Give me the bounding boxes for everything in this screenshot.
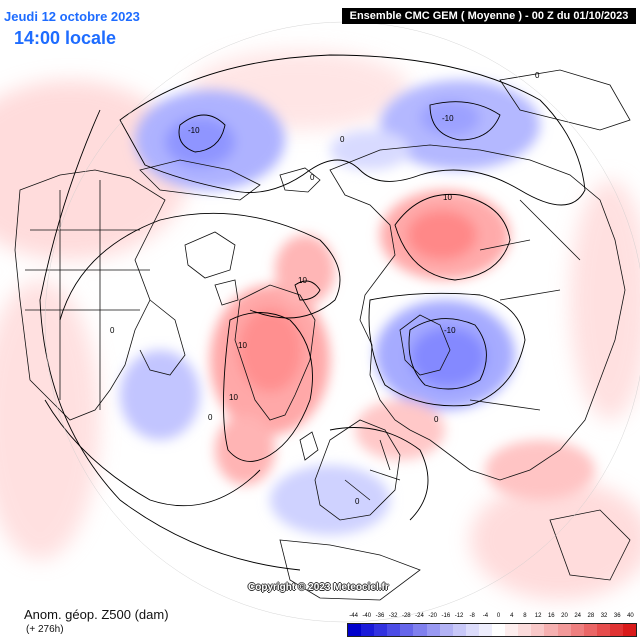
legend-tick-label: -36 bbox=[375, 613, 385, 619]
contour-label: 10 bbox=[229, 393, 238, 402]
contour-label: 10 bbox=[238, 341, 247, 350]
legend-swatch bbox=[400, 624, 414, 636]
legend-swatch bbox=[492, 624, 506, 636]
forecast-date: Jeudi 12 octobre 2023 bbox=[4, 9, 140, 24]
legend-swatch bbox=[544, 624, 558, 636]
legend-swatch bbox=[505, 624, 519, 636]
legend-swatch bbox=[413, 624, 427, 636]
contour-label: -10 bbox=[442, 114, 454, 123]
lead-time: (+ 276h) bbox=[26, 624, 64, 635]
low-anomaly-atlantic bbox=[120, 350, 200, 440]
contour-label: -10 bbox=[188, 126, 200, 135]
legend-swatch bbox=[531, 624, 545, 636]
contour-label: 0 bbox=[340, 135, 345, 144]
legend-swatch bbox=[348, 624, 362, 636]
legend-tick-label: 0 bbox=[496, 613, 501, 619]
legend-swatch bbox=[465, 624, 479, 636]
legend-tick-label: 4 bbox=[510, 613, 514, 619]
legend-tick-label: 32 bbox=[600, 613, 608, 619]
legend-swatch bbox=[596, 624, 610, 636]
legend-swatch bbox=[518, 624, 532, 636]
legend-tick-label: 24 bbox=[574, 613, 582, 619]
legend-swatch bbox=[426, 624, 440, 636]
contour-label: 10 bbox=[443, 193, 452, 202]
legend-swatch bbox=[557, 624, 571, 636]
legend-tick-label: -32 bbox=[388, 613, 398, 619]
legend-swatch bbox=[387, 624, 401, 636]
forecast-local-time: 14:00 locale bbox=[14, 28, 117, 48]
legend-swatch bbox=[374, 624, 388, 636]
contour-label: 0 bbox=[208, 413, 213, 422]
contour-label: 10 bbox=[298, 276, 307, 285]
legend-swatch bbox=[478, 624, 493, 636]
legend-swatch bbox=[452, 624, 466, 636]
legend-tick-label: -24 bbox=[415, 613, 424, 619]
contour-label: 0 bbox=[535, 71, 540, 80]
legend-tick-label: 36 bbox=[613, 613, 621, 619]
legend-tick-label: -40 bbox=[362, 613, 372, 619]
legend-swatch bbox=[622, 624, 637, 636]
legend-tick-label: 16 bbox=[547, 613, 555, 619]
legend-tick-label: 20 bbox=[561, 613, 568, 619]
legend-swatch bbox=[439, 624, 453, 636]
legend-tick-label: -28 bbox=[401, 613, 411, 619]
legend-tick-label: -8 bbox=[469, 613, 475, 619]
legend-tick-label: -20 bbox=[428, 613, 438, 619]
legend-labels: -44 -40 -36 -32 -28 -24 -20 -16 -12 -8 -4 0 4 8 12 16 20… bbox=[347, 613, 637, 623]
legend-swatch bbox=[609, 624, 623, 636]
legend-colorbar bbox=[347, 623, 637, 637]
contour-label: 0 bbox=[310, 173, 315, 182]
legend-tick-label: -44 bbox=[349, 613, 358, 619]
legend-swatch bbox=[361, 624, 375, 636]
contour-label: 0 bbox=[355, 497, 360, 506]
legend-tick-label: -16 bbox=[441, 613, 451, 619]
model-run-info: Ensemble CMC GEM ( Moyenne ) - 00 Z du 0… bbox=[342, 8, 636, 24]
legend-swatch bbox=[570, 624, 584, 636]
legend-tick-label: 12 bbox=[534, 613, 542, 619]
contours bbox=[39, 54, 586, 571]
legend-swatch bbox=[583, 624, 597, 636]
contour-label: -10 bbox=[444, 326, 456, 335]
anomaly-shading bbox=[0, 50, 640, 600]
contour-label: 0 bbox=[434, 415, 439, 424]
contour-label: 0 bbox=[110, 326, 115, 335]
legend-tick-label: -12 bbox=[454, 613, 464, 619]
field-name: Anom. géop. Z500 (dam) bbox=[24, 607, 169, 622]
copyright-notice: Copyright © 2023 Meteociel.fr bbox=[248, 582, 389, 593]
legend-tick-label: 40 bbox=[627, 613, 634, 619]
coastlines bbox=[14, 69, 631, 601]
contour-label-group: -10 -10 -10 10 10 10 10 0 0 0 0 0 0 0 bbox=[110, 71, 540, 506]
legend-tick-label: 8 bbox=[523, 613, 527, 619]
color-scale-legend: -44 -40 -36 -32 -28 -24 -20 -16 -12 -8 -4 0 4 8 12 16 20… bbox=[347, 613, 637, 637]
legend-tick-label: -4 bbox=[482, 613, 489, 619]
legend-tick-label: 28 bbox=[587, 613, 595, 619]
